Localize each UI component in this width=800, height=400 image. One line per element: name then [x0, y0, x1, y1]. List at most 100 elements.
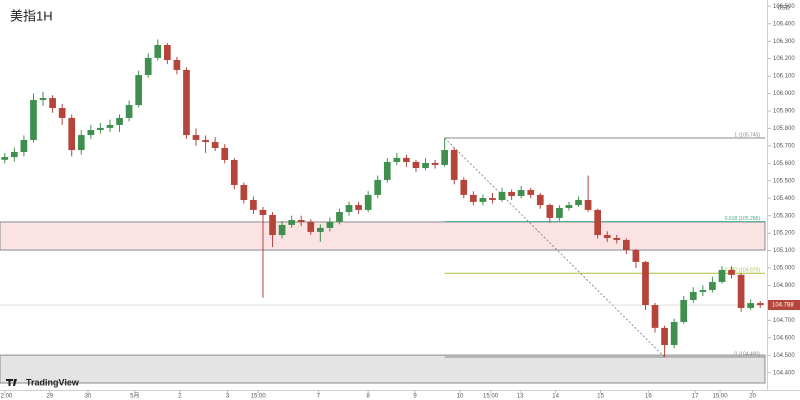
- candle-body: [269, 214, 276, 236]
- x-tick-label: 13: [517, 394, 524, 400]
- x-tick-label: 17: [692, 394, 699, 400]
- candle-body: [642, 261, 649, 306]
- candle-body: [240, 184, 248, 200]
- candle-body: [469, 194, 477, 202]
- candle-body: [173, 60, 181, 70]
- candle-body: [747, 303, 755, 308]
- candle-body: [393, 157, 401, 162]
- x-tick-label: 15: [597, 394, 604, 400]
- x-tick-label: 10: [457, 394, 464, 400]
- candle-body: [737, 274, 745, 308]
- candle-body: [517, 190, 525, 196]
- candle-body: [192, 135, 200, 140]
- candle-body: [651, 305, 659, 328]
- y-tick-label: 105.200: [773, 231, 795, 237]
- candle-body: [250, 199, 257, 210]
- y-tick-label: 104.700: [773, 318, 795, 324]
- candle-body: [1, 157, 9, 160]
- y-tick-label: 106.500: [773, 4, 795, 10]
- candle-body: [77, 135, 85, 151]
- zone: [0, 221, 766, 251]
- chart-title: 美指1H: [10, 8, 53, 23]
- brand: TradingView: [26, 377, 80, 387]
- candle-body: [221, 147, 229, 161]
- candle-body: [58, 108, 66, 118]
- candle-body: [441, 150, 449, 165]
- candle-body: [68, 117, 76, 151]
- candle-body: [135, 75, 143, 106]
- zone: [0, 354, 766, 384]
- candle-body: [575, 199, 582, 206]
- candle-body: [374, 179, 382, 195]
- candle-body: [479, 198, 487, 202]
- candle-body: [450, 150, 458, 180]
- x-tick-label: 15:00: [483, 394, 499, 400]
- candle-body: [584, 199, 592, 210]
- candle-body: [756, 303, 764, 306]
- candle-body: [689, 291, 697, 300]
- x-tick-label: 30: [85, 394, 92, 400]
- currency: USD: [777, 6, 790, 12]
- candle-body: [183, 69, 190, 136]
- last-price-box: [768, 300, 800, 311]
- fib-label: 0.382 (104.970): [725, 268, 761, 274]
- candle-body: [307, 221, 315, 232]
- candle-body: [87, 130, 95, 136]
- fib-label: 1 (105.745): [734, 132, 760, 138]
- candle-body: [316, 227, 324, 232]
- candle-body: [163, 45, 171, 61]
- candle-body: [728, 269, 735, 275]
- y-tick-label: 105.900: [773, 109, 795, 115]
- candle-body: [154, 45, 162, 58]
- x-tick-label: 16: [645, 394, 652, 400]
- candle-body: [125, 105, 133, 118]
- x-tick-label: 12:00: [0, 394, 13, 400]
- candle-body: [661, 327, 668, 345]
- candle-body: [594, 209, 602, 236]
- candle-body: [116, 117, 123, 125]
- x-tick-label: 5月: [130, 393, 139, 400]
- last-price-label: 104.788: [772, 303, 794, 309]
- y-tick-label: 104.600: [773, 335, 795, 341]
- y-tick-label: 105.000: [773, 266, 795, 272]
- candle-body: [422, 162, 429, 169]
- candle-body: [10, 151, 18, 158]
- candle-body: [288, 220, 296, 225]
- candle-body: [508, 191, 515, 196]
- candle-body: [326, 221, 334, 228]
- candle-body: [603, 235, 611, 239]
- candle-body: [336, 212, 343, 222]
- candle-body: [383, 161, 391, 180]
- x-tick-label: 14: [552, 394, 559, 400]
- y-tick-label: 106.100: [773, 74, 795, 80]
- candle-body: [144, 57, 152, 76]
- y-tick-label: 106.000: [773, 91, 795, 97]
- y-tick-label: 105.100: [773, 248, 795, 254]
- candle-body: [680, 299, 688, 322]
- candle-body: [622, 239, 630, 251]
- candle-body: [49, 98, 56, 109]
- candle-body: [345, 205, 353, 213]
- candle-body: [202, 139, 209, 143]
- fib-label: 0.618 (105.266): [725, 216, 761, 222]
- candle-body: [297, 220, 305, 222]
- y-tick-label: 106.200: [773, 56, 795, 62]
- candle-body: [527, 190, 535, 195]
- candle-body: [364, 194, 372, 210]
- candle-body: [718, 269, 726, 282]
- candle-body: [30, 99, 37, 140]
- candle-body: [498, 191, 506, 200]
- candle-body: [546, 205, 554, 218]
- y-tick-label: 105.400: [773, 196, 795, 202]
- candle-body: [709, 281, 716, 291]
- candle-body: [403, 157, 410, 162]
- plot: 1 (105.745) 0.618 (105.266) 0.382 (104.970…: [0, 39, 766, 384]
- candle-body: [460, 179, 468, 195]
- candle-body: [670, 321, 678, 345]
- y-tick-label: 104.400: [773, 370, 795, 376]
- y-tick-label: 105.600: [773, 161, 795, 167]
- x-tick-label: 9: [413, 394, 417, 400]
- candle-body: [556, 208, 563, 218]
- y-tick-label: 105.300: [773, 213, 795, 219]
